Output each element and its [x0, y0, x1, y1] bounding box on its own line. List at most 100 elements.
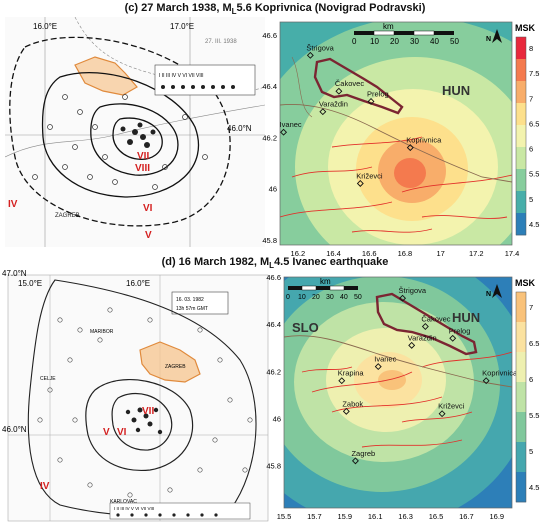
town-marker: Križevci: [356, 171, 383, 187]
place-celje: CELJE: [40, 376, 56, 382]
town-label: Krapina: [338, 369, 365, 378]
town-label: Prelog: [367, 89, 389, 98]
panel-c-title: (c) 27 March 1938, ML5.6 Koprivnica (Nov…: [124, 2, 426, 17]
svg-text:km: km: [383, 22, 394, 31]
town-label: Čakovec: [421, 315, 450, 324]
y-tick-label: 45.8: [262, 236, 277, 245]
town-label: Zagreb: [351, 449, 375, 458]
town-label: Varaždin: [319, 100, 348, 109]
svg-text:20: 20: [312, 294, 320, 301]
town-label: Prelog: [449, 326, 471, 335]
colorbar-tick-label: 6: [529, 375, 533, 384]
isoseismal-label-iv: IV: [8, 199, 18, 210]
svg-text:I II III IV V VI VII VIII: I II III IV V VI VII VIII: [114, 506, 154, 511]
colorbar-segment: [516, 442, 526, 473]
isoseismal-label-vi: VI: [117, 427, 127, 438]
x-tick-label: 17.2: [469, 249, 484, 258]
colorbar: MSK 8 7.5 7 6.5 6 5.5 5 4.5: [515, 23, 539, 236]
colorbar: MSK 7 6.5 6 5.5 5 4.5: [515, 278, 539, 503]
town-label: Koprivnica: [482, 369, 518, 378]
town-marker: Koprivnica: [482, 369, 518, 385]
historical-isoseismal-map-1982: 47.0°N 15.0°E 16.0°E 46.0°N 16. 03. 1982…: [2, 270, 269, 522]
scale-bar: km 0 10 20 30 40 50: [352, 22, 459, 46]
colorbar-tick-label: 6: [529, 145, 533, 154]
y-tick-label: 45.8: [266, 462, 281, 471]
town-marker: Čakovec: [421, 315, 451, 330]
lat-label-46: 46.0°N: [2, 425, 27, 434]
town-label: Križevci: [356, 171, 383, 180]
colorbar-segment: [516, 213, 526, 236]
country-label-hun: HUN: [442, 83, 470, 98]
lon-label-16: 16.0°E: [33, 22, 57, 31]
svg-text:MSK: MSK: [515, 278, 536, 288]
town-marker: Ivanec: [280, 120, 302, 136]
lon-label-17: 17.0°E: [170, 22, 194, 31]
svg-text:10: 10: [298, 294, 306, 301]
x-tick-label: 16.8: [398, 249, 413, 258]
colorbar-segment: [516, 81, 526, 104]
colorbar-segment: [516, 37, 526, 60]
colorbar-tick-label: 7.5: [529, 69, 539, 78]
colorbar-tick-label: 5.5: [529, 411, 539, 420]
intensity-map-1982: km 0 10 20 30 40 50 N SLO HUN Štrigova Ča…: [266, 273, 539, 521]
svg-text:I II III IV V VI VII VIII: I II III IV V VI VII VIII: [159, 73, 204, 79]
lat-label-47: 47.0°N: [2, 270, 27, 278]
x-tick-label: 16.9: [489, 512, 504, 521]
town-marker: Čakovec: [335, 79, 364, 95]
colorbar-tick-label: 4.5: [529, 220, 539, 229]
y-tick-label: 46: [273, 414, 281, 423]
isoseismal-label-viii: VIII: [135, 163, 150, 174]
isoseismal-label-v: V: [145, 230, 152, 241]
svg-text:50: 50: [354, 294, 362, 301]
lat-label-46: 46.0°N: [227, 124, 252, 133]
x-tick-label: 16.3: [398, 512, 413, 521]
lon-label-15: 15.0°E: [18, 279, 42, 288]
town-marker: Štrigova: [399, 286, 427, 302]
x-tick-label: 16.1: [368, 512, 383, 521]
svg-text:0: 0: [286, 294, 290, 301]
colorbar-segment: [516, 352, 526, 383]
colorbar-tick-label: 4.5: [529, 483, 539, 492]
svg-text:0: 0: [352, 37, 357, 46]
colorbar-segment: [516, 59, 526, 82]
y-tick-label: 46.6: [262, 31, 277, 40]
town-marker: Prelog: [449, 326, 471, 342]
colorbar-segment: [516, 292, 526, 323]
scale-bar: km 0 10 20 30 40 50: [286, 277, 362, 301]
x-tick-label: 17: [436, 249, 444, 258]
x-tick-label: 16.4: [326, 249, 341, 258]
isoseismal-label-v: V: [103, 427, 110, 438]
town-marker: Koprivnica: [406, 136, 442, 152]
x-tick-label: 15.7: [307, 512, 322, 521]
colorbar-tick-label: 5.5: [529, 170, 539, 179]
x-tick-label: 15.5: [277, 512, 292, 521]
town-marker: Štrigova: [306, 43, 335, 59]
colorbar-tick-label: 5: [529, 447, 533, 456]
y-tick-label: 46.4: [266, 320, 281, 329]
north-arrow-icon: N: [486, 284, 502, 298]
legend-box: [154, 64, 256, 96]
town-marker: Ivanec: [374, 355, 397, 371]
x-tick-label: 16.6: [362, 249, 377, 258]
town-label: Zabok: [342, 399, 363, 408]
x-tick-label: 15.9: [337, 512, 352, 521]
svg-text:km: km: [320, 277, 331, 286]
date-info-box: [171, 291, 229, 315]
town-label: Varaždin: [408, 333, 437, 342]
town-label: Čakovec: [335, 79, 364, 88]
country-label-slo: SLO: [292, 320, 319, 335]
colorbar-segment: [516, 412, 526, 443]
svg-text:40: 40: [340, 294, 348, 301]
place-zagreb: ZAGREB: [165, 364, 186, 370]
isoseismal-label-vi: VI: [143, 203, 153, 214]
svg-text:MSK: MSK: [515, 23, 536, 33]
colorbar-tick-label: 7: [529, 94, 533, 103]
svg-text:40: 40: [430, 37, 439, 46]
town-marker: Križevci: [438, 402, 465, 418]
svg-text:10: 10: [370, 37, 379, 46]
town-label: Štrigova: [399, 286, 427, 295]
isoseismal-label-vii: VII: [137, 151, 149, 162]
colorbar-tick-label: 6.5: [529, 119, 539, 128]
x-tick-label: 16.7: [459, 512, 474, 521]
town-label: Križevci: [438, 402, 465, 411]
